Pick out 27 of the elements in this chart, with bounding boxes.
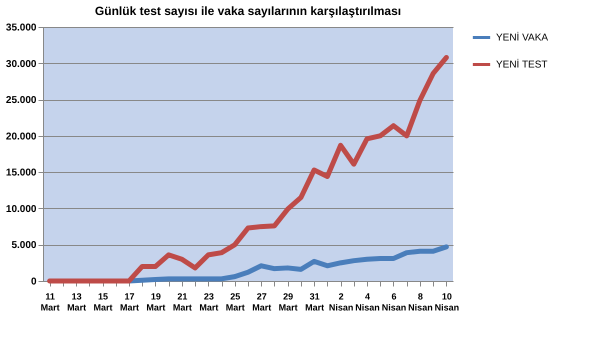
x-tick-label: 27 Mart [252,292,272,312]
y-tick-label: 10.000 [6,204,37,215]
y-tick-label: 35.000 [6,22,37,34]
legend-label: YENİ VAKA [496,32,548,44]
x-tick-label: 8 Nisan [408,292,433,312]
y-tick-label: 0 [30,276,37,288]
x-tick-label: 29 Mart [278,292,298,312]
chart-title: Günlük test sayısı ile vaka sayılarının karşılaştırılması [94,4,402,18]
x-tick-label: 4 Nisan [355,292,380,312]
x-tick-label: 13 Mart [67,292,86,312]
x-tick-label: 10 Nisan [434,292,460,312]
x-tick-label: 23 Mart [199,292,218,312]
x-tick-label: 15 Mart [94,292,113,312]
x-tick-label: 2 Nisan [328,292,354,312]
legend-label: YENİ TEST [496,58,548,70]
y-tick-label: 5.000 [11,240,37,252]
x-tick-label: 17 Mart [120,292,139,312]
y-tick-label: 20.000 [6,131,37,142]
x-tick-label: 31 Mart [305,292,324,312]
x-tick-label: 19 Mart [146,292,166,312]
y-tick-label: 15.000 [6,168,37,179]
x-tick-label: 11 Mart [40,292,60,312]
y-tick-label: 25.000 [6,95,37,106]
y-tick-label: 30.000 [6,58,37,70]
x-tick-label: 6 Nisan [382,292,406,312]
x-tick-label: 21 Mart [172,292,192,312]
x-tick-label: 25 Mart [226,292,245,312]
